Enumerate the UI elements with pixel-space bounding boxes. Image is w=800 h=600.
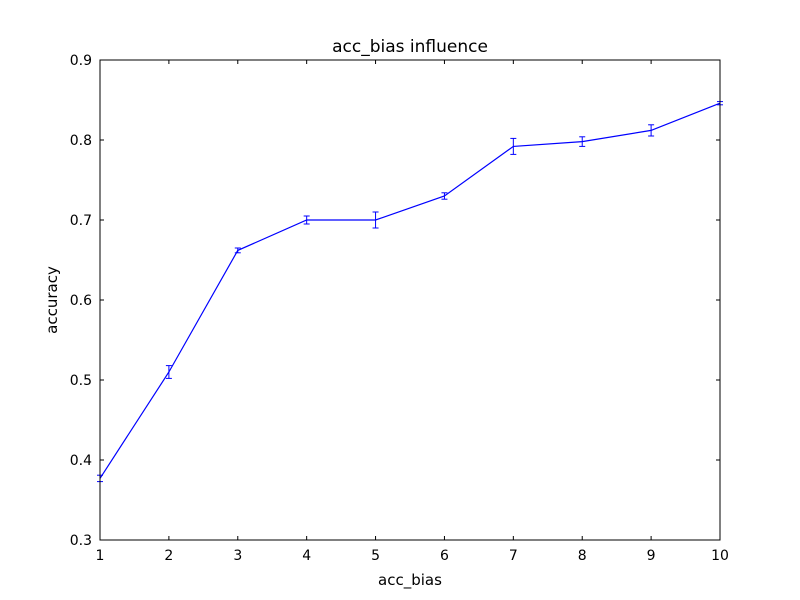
x-axis-label: acc_bias	[378, 571, 442, 590]
chart-title: acc_bias influence	[332, 37, 488, 57]
x-tick-label: 7	[509, 548, 518, 564]
x-tick-label: 3	[233, 548, 242, 564]
error-bar	[303, 215, 310, 225]
y-tick-label: 0.7	[70, 213, 92, 229]
x-tick-label: 2	[164, 548, 173, 564]
error-bar	[441, 192, 448, 200]
y-tick-label: 0.9	[70, 53, 92, 69]
series-layer	[97, 101, 723, 483]
error-bar	[372, 211, 379, 229]
ticks-layer: 1 2 3 4 5 6 7 8 9 10 0.3 0.4 0.5 0.6 0.7 0.8 0.9	[70, 53, 729, 564]
y-tick-label: 0.4	[70, 453, 92, 469]
series-line	[99, 102, 721, 479]
x-tick-label: 9	[647, 548, 656, 564]
x-tick-label: 8	[578, 548, 587, 564]
x-tick-label: 5	[371, 548, 380, 564]
y-tick-label: 0.6	[70, 293, 92, 309]
error-bar	[165, 365, 172, 379]
y-tick-label: 0.8	[70, 133, 92, 149]
x-tick-label: 4	[302, 548, 311, 564]
x-tick-label: 6	[440, 548, 449, 564]
error-bar	[648, 124, 655, 137]
error-bar	[510, 137, 517, 155]
y-tick-label: 0.5	[70, 373, 92, 389]
y-tick-label: 0.3	[70, 533, 92, 549]
error-bar	[234, 247, 241, 254]
x-tick-label: 1	[96, 548, 105, 564]
y-axis-label: accuracy	[43, 266, 61, 334]
error-bar	[579, 136, 586, 147]
x-tick-label: 10	[711, 548, 729, 564]
